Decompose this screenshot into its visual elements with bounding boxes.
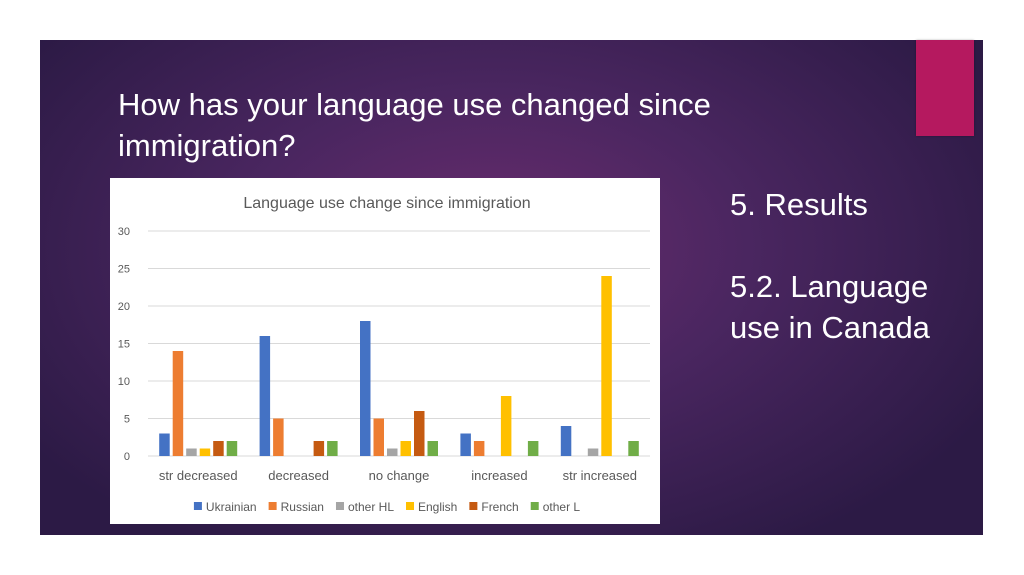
results-heading: 5. Results (730, 187, 868, 222)
bar-french (414, 411, 425, 456)
bar-other-l (527, 441, 539, 456)
bar-french (213, 441, 224, 456)
slide-title: How has your language use changed since … (118, 87, 711, 163)
legend-swatch (469, 502, 478, 510)
legend-entry: Russian (281, 500, 324, 514)
bar-other-hl (587, 448, 599, 456)
bar-english (500, 396, 512, 456)
bar-french (313, 441, 325, 456)
bar-russian (373, 418, 384, 456)
x-tick-label: decreased (268, 468, 329, 483)
bar-russian (473, 441, 485, 456)
y-tick-label: 5 (124, 414, 130, 426)
y-tick-label: 15 (118, 339, 130, 351)
bar-other-l (628, 441, 639, 456)
legend-swatch (193, 502, 202, 510)
legend-swatch (268, 502, 277, 510)
side-text: 5. Results 5.2. Language use in Canada (730, 184, 960, 348)
y-tick-label: 30 (118, 226, 130, 238)
accent-bar (916, 40, 974, 136)
x-tick-label: str increased (563, 468, 637, 483)
bar-chart: Language use change since immigration 0 5… (118, 195, 650, 514)
bar-ukrainian (159, 433, 170, 456)
bar-english (400, 441, 411, 456)
legend-swatch (335, 502, 344, 510)
bar-english (601, 276, 612, 456)
bar-ukrainian (560, 426, 572, 456)
y-tick-label: 20 (118, 301, 130, 313)
legend-swatch (406, 502, 415, 510)
legend-entry: French (481, 500, 518, 514)
bar-ukrainian (460, 433, 471, 456)
x-tick-label: no change (369, 468, 430, 483)
legend-swatch (530, 502, 539, 510)
bar-other-hl (387, 448, 398, 456)
x-tick-label: str decreased (159, 468, 238, 483)
legend-entry: other HL (348, 500, 394, 514)
bar-ukrainian (360, 321, 371, 456)
legend-entry: Ukrainian (206, 500, 257, 514)
chart-container: Language use change since immigration 0 5… (110, 178, 660, 524)
bar-other-l (327, 441, 338, 456)
legend-entry: other L (543, 500, 581, 514)
bar-ukrainian (259, 336, 271, 456)
bar-russian (273, 418, 284, 456)
y-tick-label: 0 (124, 451, 130, 463)
bar-russian (172, 351, 184, 456)
results-subheading: 5.2. Language use in Canada (730, 269, 930, 345)
bar-other-hl (186, 448, 197, 456)
legend-entry: English (418, 500, 457, 514)
bar-english (199, 448, 211, 456)
chart-title: Language use change since immigration (243, 195, 530, 212)
y-tick-label: 10 (118, 376, 130, 388)
bar-other-l (226, 441, 238, 456)
bar-other-l (427, 441, 438, 456)
x-tick-label: increased (471, 468, 527, 483)
y-tick-label: 25 (118, 264, 130, 276)
